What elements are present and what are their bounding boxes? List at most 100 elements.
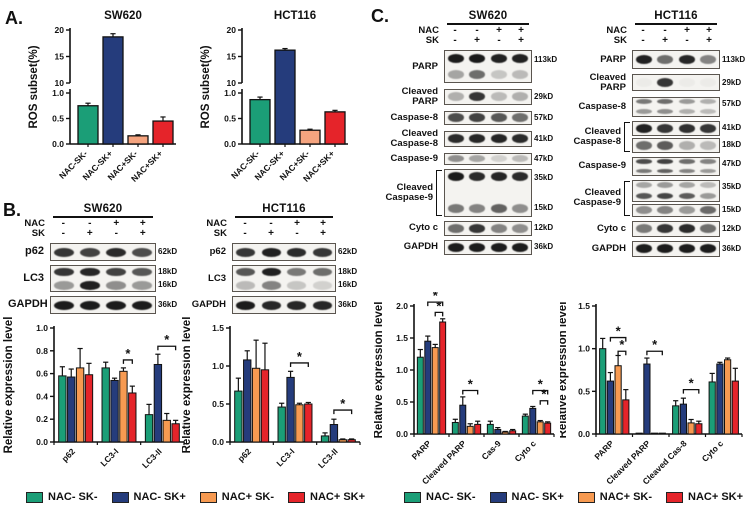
bar	[304, 403, 313, 443]
blot-band	[700, 140, 717, 150]
blot-lane-box	[632, 156, 720, 176]
blot-band	[106, 281, 126, 290]
treatment-sign: -	[497, 35, 501, 46]
kd-labels: 41kD	[532, 131, 562, 147]
kd-label: 47kD	[722, 158, 742, 168]
protein-label: Cleaved Caspase-9	[385, 181, 433, 203]
kd-labels: 12kD	[532, 221, 562, 236]
bar	[144, 414, 154, 443]
blot-band	[469, 134, 486, 144]
blot-band	[236, 300, 256, 310]
chart-text: LC3-I	[98, 446, 120, 468]
chart-text: 0.5	[396, 397, 408, 407]
chart-text: SW620	[104, 10, 142, 22]
treatment-sign: -	[475, 25, 479, 36]
blot-band	[700, 206, 717, 215]
blot-band	[312, 300, 332, 310]
kd-labels: 113kD	[532, 50, 562, 83]
blot-band	[490, 70, 507, 80]
chart-text: Relative expression level	[374, 302, 385, 439]
blot-band	[236, 247, 256, 257]
treatment-sign: +	[706, 35, 712, 46]
cell-line-title: SW620	[468, 10, 508, 22]
bar	[277, 406, 286, 443]
blot-lane-box	[444, 152, 532, 165]
blot-band	[635, 159, 652, 164]
chart-text: 0.0	[212, 437, 224, 447]
legend-swatch	[288, 491, 306, 503]
blot-band	[447, 155, 464, 163]
bar	[658, 432, 666, 435]
blot-band	[635, 244, 652, 254]
legend-swatch	[666, 491, 684, 503]
blot-band	[132, 300, 152, 310]
legend-right: NAC- SK- NAC- SK+ NAC+ SK- NAC+ SK+	[404, 491, 743, 503]
treatment-signs: - + - +	[444, 36, 532, 46]
blot-band	[80, 300, 100, 310]
protein-label: Cyto c	[408, 222, 438, 234]
sig-bracket	[682, 388, 700, 394]
legend-swatch	[26, 491, 43, 503]
blot-lane-box	[632, 96, 720, 117]
blot-band	[635, 55, 652, 64]
kd-label: 15kD	[534, 202, 554, 212]
bar	[347, 439, 356, 443]
blot-band	[657, 193, 674, 200]
blot-band	[261, 281, 281, 290]
protein-label: Caspase-8	[390, 111, 438, 123]
chart-text: 1.5	[578, 301, 590, 311]
chart-text: 0.0	[36, 437, 48, 447]
blot-band	[490, 53, 507, 63]
kd-label: 36kD	[534, 242, 554, 252]
kd-labels: 29kD	[532, 89, 562, 105]
chart-text: LC3-II	[316, 446, 340, 470]
chart-text: 15	[55, 52, 65, 62]
legend-swatch	[404, 491, 421, 503]
kd-labels: 36kD	[336, 296, 364, 314]
treatment-sign: +	[496, 25, 502, 36]
chart-text: 10	[227, 78, 237, 88]
chart-text: 1.0	[36, 323, 48, 333]
bar	[695, 423, 703, 435]
kd-labels: 57kD	[532, 111, 562, 125]
blot-band	[447, 92, 464, 102]
kd-label: 36kD	[338, 300, 358, 309]
kd-labels: 35kD 15kD	[532, 169, 562, 217]
treatment-sign: -	[61, 228, 65, 239]
kd-labels: 18kD 16kD	[156, 265, 186, 292]
chart-text: 20	[227, 25, 237, 35]
protein-label: GAPDH	[191, 299, 226, 311]
blot-band	[54, 247, 74, 257]
kd-labels: 57kD	[720, 97, 748, 117]
kd-label: 35kD	[534, 173, 554, 183]
bar	[58, 375, 67, 443]
protein-label: PARP	[412, 60, 438, 72]
blot-band	[132, 281, 152, 290]
blot-band	[657, 140, 674, 150]
chart-text: 0.5	[578, 386, 590, 396]
kd-labels: 35kD 15kD	[720, 180, 748, 217]
kd-labels: 62kD	[336, 243, 364, 261]
blot-band	[469, 204, 486, 214]
blot-band	[635, 193, 652, 200]
protein-label: Cyto c	[596, 222, 626, 234]
bar	[509, 430, 517, 435]
sig-bracket	[434, 311, 444, 317]
bar	[431, 347, 439, 435]
legend-label: NAC+ SK-	[599, 491, 653, 503]
bar	[77, 105, 99, 145]
bar	[544, 422, 552, 435]
treatment-sign: -	[663, 25, 667, 36]
kd-label: 12kD	[722, 223, 742, 233]
bar	[651, 432, 659, 435]
sig-bracket	[617, 350, 627, 356]
legend-label: NAC+ SK+	[688, 491, 744, 503]
bar	[127, 135, 149, 145]
kd-labels: 36kD	[720, 241, 748, 257]
sig-bracket	[646, 350, 663, 356]
chart-text: 0.5	[52, 114, 64, 124]
blot-band	[657, 123, 674, 133]
bar	[672, 405, 680, 435]
bar	[494, 429, 502, 435]
protein-label: Caspase-9	[390, 152, 438, 164]
